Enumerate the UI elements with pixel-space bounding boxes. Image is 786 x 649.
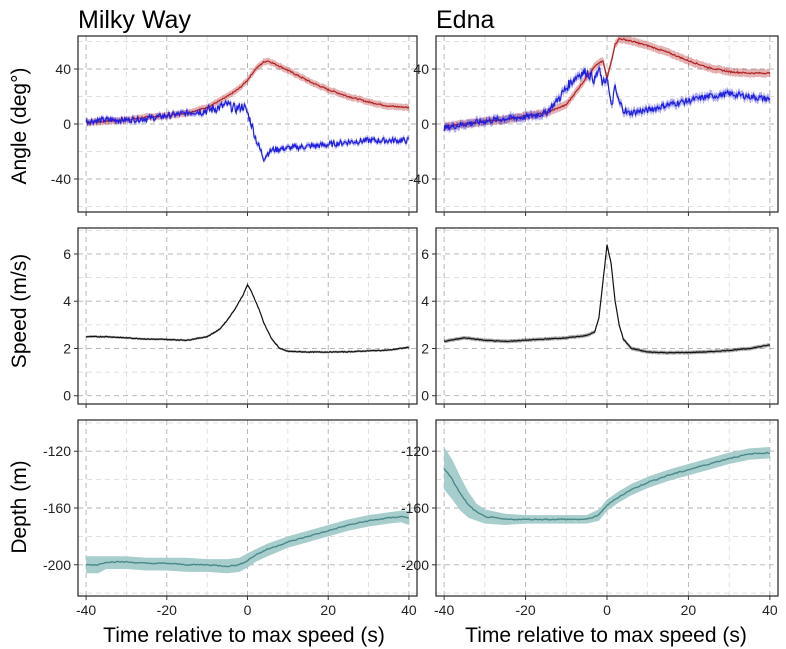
y-tick-label: 40	[413, 61, 429, 77]
y-tick-label: -160	[43, 500, 71, 516]
data-layer	[85, 510, 410, 574]
panel-edna-depth: -200-160-120-40 -20 0 20 40	[401, 419, 779, 618]
series-line-blue	[85, 99, 410, 162]
x-tick-label: -20	[515, 602, 535, 618]
x-tick-label: -40	[434, 602, 454, 618]
x-tick-label: -40	[76, 602, 96, 618]
y-tick-label: -120	[401, 443, 429, 459]
y-tick-label: 2	[421, 340, 429, 356]
y-tick-label: 40	[55, 61, 71, 77]
y-tick-label: -40	[51, 171, 71, 187]
x-tick-label: 40	[401, 602, 417, 618]
panel-milky-way-speed: 0 2 4 6	[63, 227, 418, 408]
y-tick-label: 4	[63, 293, 71, 309]
y-tick-label: -160	[401, 500, 429, 516]
series-line-speed	[443, 244, 770, 354]
y-tick-label: 6	[421, 246, 429, 262]
data-layer	[443, 447, 770, 525]
y-tick-label: 0	[421, 388, 429, 404]
x-tick-label: -20	[157, 602, 177, 618]
panel-title-edna: Edna	[436, 6, 494, 34]
x-tick-label: 40	[762, 602, 778, 618]
confidence-band	[444, 447, 770, 525]
y-tick-label: -40	[409, 171, 429, 187]
x-tick-label: 20	[681, 602, 697, 618]
data-layer	[443, 36, 771, 136]
panel-milky-way-depth: -200-160-120-40 -20 0 20 40	[43, 419, 418, 618]
series-line-depth	[85, 515, 410, 568]
series-line-red	[443, 37, 771, 128]
y-tick-label: 0	[63, 388, 71, 404]
data-layer	[443, 242, 770, 355]
x-axis-label-right: Time relative to max speed (s)	[465, 624, 747, 647]
x-tick-label: 0	[244, 602, 252, 618]
x-axis-label-left: Time relative to max speed (s)	[103, 624, 385, 647]
series-line-speed	[85, 283, 409, 354]
y-tick-label: 2	[63, 340, 71, 356]
y-tick-label: -200	[43, 557, 71, 573]
ribbon-blue	[86, 98, 409, 164]
ribbon-red	[444, 36, 770, 131]
panel-milky-way-angle: -40 0 40	[51, 35, 418, 216]
y-tick-label: -200	[401, 557, 429, 573]
series-line-red	[86, 60, 410, 124]
y-tick-label: 4	[421, 293, 429, 309]
series-line-depth	[443, 451, 770, 521]
y-tick-label: 6	[63, 246, 71, 262]
data-layer	[85, 57, 410, 164]
series-line-blue	[443, 66, 771, 132]
panel-edna-speed: 0 2 4 6	[421, 227, 779, 408]
panel-edna-angle: -40 0 40	[409, 35, 779, 216]
y-tick-label: 0	[421, 116, 429, 132]
panel-title-milky-way: Milky Way	[78, 6, 191, 34]
ribbon-red	[86, 57, 409, 127]
y-axis-label-depth: Depth (m)	[8, 460, 31, 553]
y-axis-label-angle: Angle (deg°)	[8, 68, 31, 185]
y-axis-label-speed: Speed (m/s)	[8, 254, 31, 368]
x-tick-label: 20	[320, 602, 336, 618]
x-tick-label: 0	[603, 602, 611, 618]
confidence-band	[86, 510, 409, 574]
y-tick-label: -120	[43, 443, 71, 459]
y-tick-label: 0	[63, 116, 71, 132]
data-layer	[85, 283, 409, 354]
